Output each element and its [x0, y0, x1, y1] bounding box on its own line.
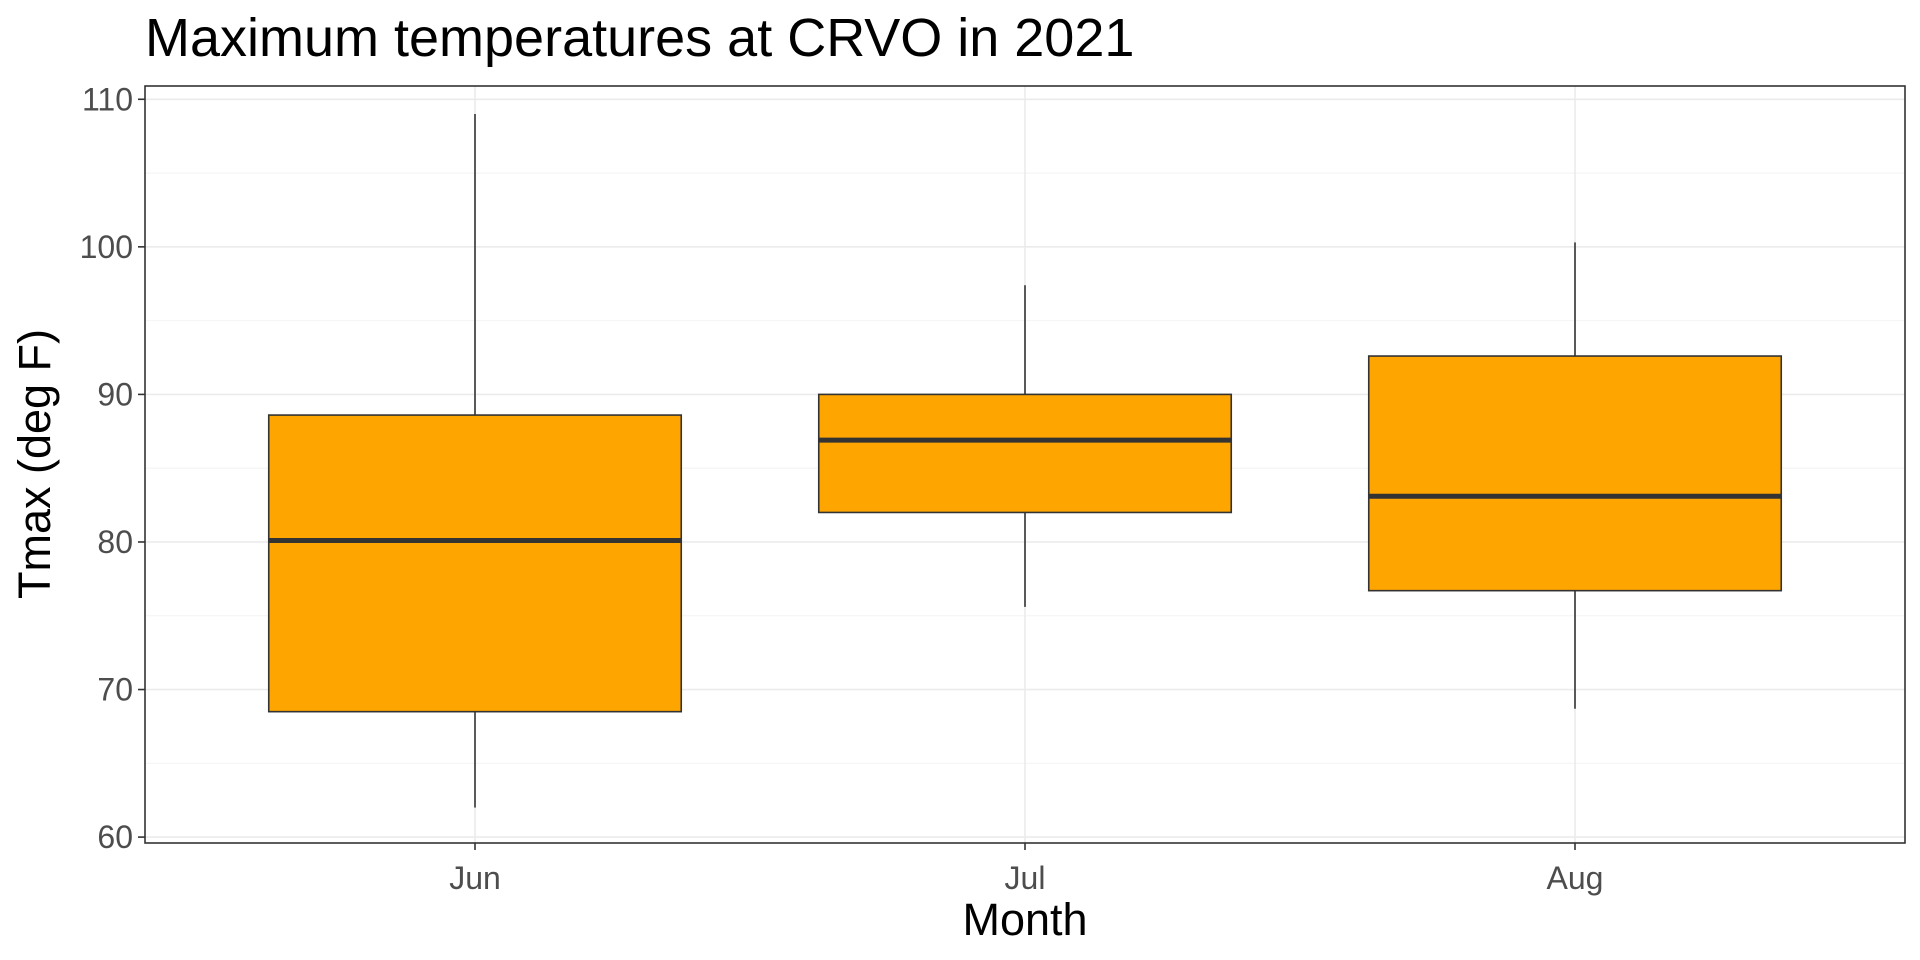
x-tick-label: Aug	[1547, 860, 1604, 896]
box-jul	[817, 285, 1233, 607]
boxes	[267, 114, 1783, 808]
y-tick-label: 90	[97, 376, 133, 412]
y-tick-label: 100	[80, 229, 133, 265]
y-axis: 60 70 80 90 100 110	[80, 81, 145, 855]
iqr-box	[267, 414, 683, 713]
x-tick-label: Jun	[449, 860, 501, 896]
x-axis: Jun Jul Aug	[449, 843, 1603, 896]
box-jun	[267, 114, 683, 808]
y-tick-label: 70	[97, 672, 133, 708]
iqr-box	[817, 393, 1233, 514]
y-tick-label: 110	[82, 81, 133, 117]
iqr-box	[1367, 355, 1783, 592]
box-aug	[1367, 242, 1783, 709]
y-tick-label: 60	[97, 819, 133, 855]
y-tick-label: 80	[97, 524, 133, 560]
chart-title: Maximum temperatures at CRVO in 2021	[145, 8, 1134, 68]
x-axis-label: Month	[962, 894, 1087, 945]
x-tick-label: Jul	[1005, 860, 1046, 896]
y-axis-label: Tmax (deg F)	[9, 329, 60, 599]
